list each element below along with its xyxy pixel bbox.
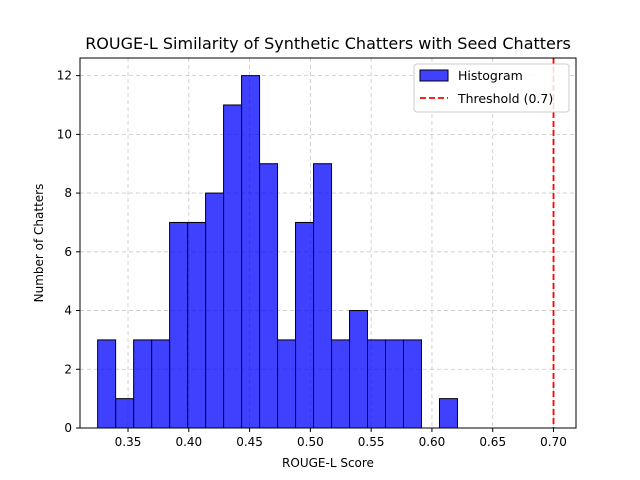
histogram-bar [277, 339, 297, 429]
y-tick-label: 0 [64, 421, 72, 435]
x-tick-label: 0.45 [236, 435, 263, 449]
y-axis-ticks: 0 2 4 6 8 10 12 [57, 69, 80, 435]
histogram-bar [295, 221, 315, 429]
histogram-bar [438, 398, 458, 429]
legend-entry-threshold: Threshold (0.7) [457, 91, 553, 106]
histogram-bar [223, 104, 243, 429]
histogram-bar [187, 221, 207, 429]
histogram-bar [115, 398, 135, 429]
histogram-bar [313, 163, 333, 429]
y-tick-label: 8 [64, 186, 72, 200]
histogram-bar [402, 339, 422, 429]
y-tick-label: 10 [57, 127, 72, 141]
y-tick-label: 2 [64, 362, 72, 376]
y-tick-label: 4 [64, 304, 72, 318]
x-tick-label: 0.55 [358, 435, 385, 449]
x-tick-label: 0.40 [175, 435, 202, 449]
histogram-bar [205, 192, 225, 429]
legend-swatch-histogram [419, 69, 449, 82]
y-tick-label: 12 [57, 69, 72, 83]
y-tick-label: 6 [64, 245, 72, 259]
x-tick-label: 0.65 [479, 435, 506, 449]
histogram-bar [97, 339, 117, 429]
histogram-bar [385, 339, 404, 429]
y-axis-label: Number of Chatters [32, 184, 46, 303]
plot-frame [79, 57, 577, 429]
chart-title: ROUGE-L Similarity of Synthetic Chatters… [85, 34, 571, 53]
x-tick-label: 0.70 [540, 435, 567, 449]
histogram-bar [349, 310, 369, 429]
histogram-bar [151, 339, 171, 429]
x-tick-label: 0.50 [297, 435, 324, 449]
legend-box [413, 63, 570, 113]
histogram-bar [133, 339, 153, 429]
x-tick-label: 0.60 [419, 435, 446, 449]
x-axis-label: ROUGE-L Score [282, 456, 374, 470]
histogram-bar [259, 163, 279, 429]
histogram-bar [367, 339, 387, 429]
histogram-bar [331, 339, 351, 429]
histogram-bar [169, 221, 189, 429]
histogram-bars [97, 75, 458, 429]
x-tick-label: 0.35 [115, 435, 142, 449]
histogram-bar [241, 75, 261, 429]
legend: Histogram Threshold (0.7) [413, 63, 570, 113]
x-axis-ticks: 0.35 0.40 0.45 0.50 0.55 0.60 0.65 0.70 [115, 428, 567, 449]
legend-entry-histogram: Histogram [458, 68, 523, 83]
